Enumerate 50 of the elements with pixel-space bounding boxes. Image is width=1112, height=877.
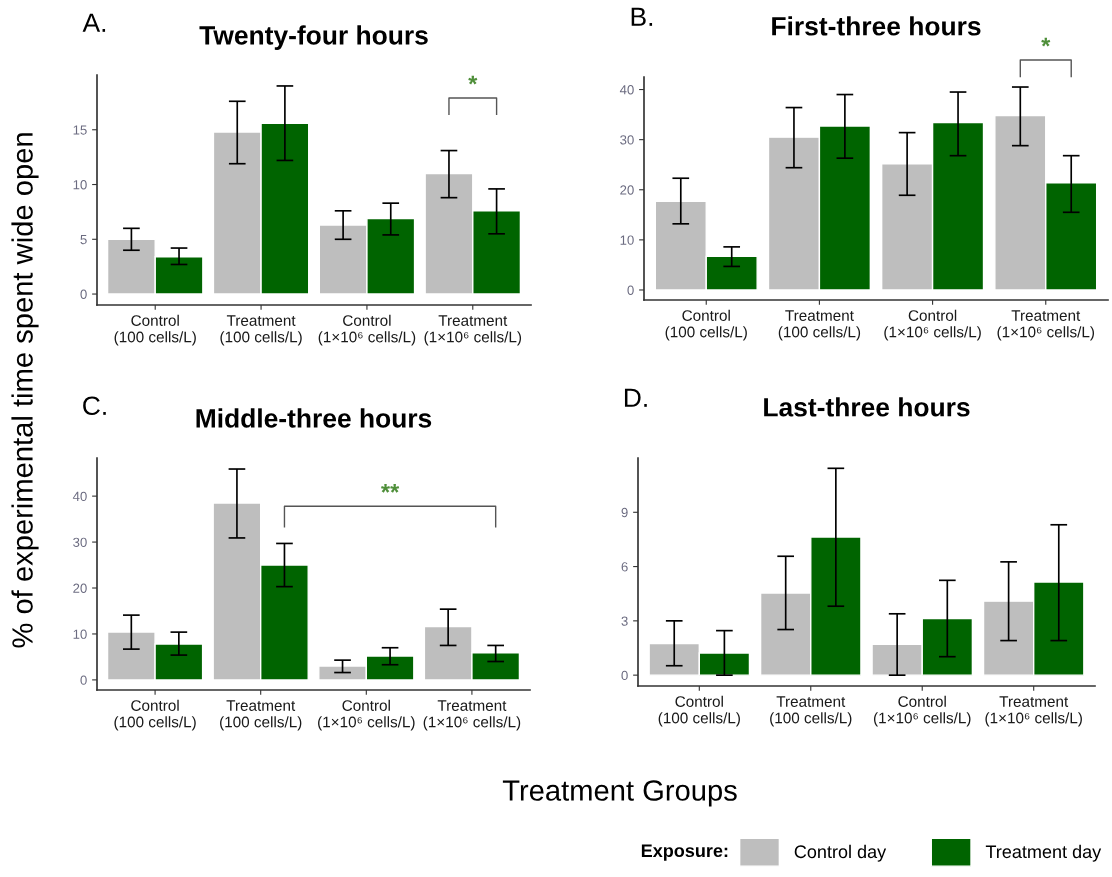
y-tick-label: 15 bbox=[73, 125, 87, 135]
y-tick-label: 0 bbox=[621, 670, 628, 681]
chart-title: Twenty-four hours bbox=[199, 25, 428, 50]
y-tick-label: 40 bbox=[72, 491, 87, 502]
y-tick-label: 0 bbox=[80, 675, 87, 685]
y-tick-label: 6 bbox=[621, 562, 628, 572]
y-tick-label: 9 bbox=[621, 507, 628, 518]
y-tick-label: 0 bbox=[80, 289, 87, 299]
y-tick-label: 30 bbox=[73, 537, 87, 547]
legend-label: Control day bbox=[794, 844, 887, 862]
legend-title: Exposure: bbox=[641, 844, 728, 861]
x-tick-label: Control (100 cells/L) bbox=[114, 699, 196, 731]
x-tick-label: Treatment (1×10⁶ cells/L) bbox=[985, 696, 1082, 727]
text: B. bbox=[631, 7, 653, 26]
y-tick-label: 20 bbox=[620, 185, 634, 195]
x-tick-label: Control (1×10⁶ cells/L) bbox=[873, 695, 971, 727]
x-tick-label: Treatment (100 cells/L) bbox=[220, 700, 302, 731]
y-tick-label: 10 bbox=[73, 180, 87, 190]
y-tick-label: 10 bbox=[620, 235, 634, 245]
x-tick-label: Treatment (100 cells/L) bbox=[778, 310, 861, 341]
x-tick-label: Control (1×10⁶ cells/L) bbox=[318, 314, 416, 346]
text: A. bbox=[82, 13, 106, 32]
x-tick-label: Treatment (1×10⁶ cells/L) bbox=[424, 315, 522, 346]
x-tick-label: Control (100 cells/L) bbox=[665, 309, 747, 341]
x-tick-label: Control (1×10⁶ cells/L) bbox=[884, 309, 981, 341]
y-tick-label: 10 bbox=[73, 629, 87, 639]
text: C. bbox=[83, 396, 106, 416]
chart-title: Last-three hours bbox=[764, 397, 970, 417]
x-tick-label: Treatment (100 cells/L) bbox=[220, 315, 302, 346]
y-tick-label: 5 bbox=[80, 234, 87, 245]
x-tick-label: Treatment (1×10⁶ cells/L) bbox=[997, 310, 1095, 341]
text: D. bbox=[624, 388, 647, 407]
chart-title: First-three hours bbox=[772, 16, 981, 36]
annotation: ** bbox=[380, 483, 400, 493]
y-tick-label: 30 bbox=[620, 135, 634, 145]
y-axis-title: % of experimental time spent wide open bbox=[11, 133, 39, 648]
x-tick-label: Control (100 cells/L) bbox=[114, 314, 196, 346]
annotation: * bbox=[468, 75, 478, 85]
x-tick-label: Treatment (1×10⁶ cells/L) bbox=[423, 700, 521, 731]
x-tick-label: Control (1×10⁶ cells/L) bbox=[318, 699, 415, 731]
x-tick-label: Control (100 cells/L) bbox=[658, 695, 740, 727]
text: * bbox=[1041, 37, 1051, 47]
y-tick-label: 3 bbox=[621, 616, 628, 626]
legend-label: Treatment day bbox=[985, 844, 1102, 862]
y-tick-label: 0 bbox=[627, 285, 634, 295]
x-tick-label: Treatment (100 cells/L) bbox=[770, 696, 852, 727]
y-tick-label: 20 bbox=[73, 583, 87, 593]
y-tick-label: 40 bbox=[619, 85, 634, 95]
chart-title: Middle-three hours bbox=[196, 408, 432, 428]
x-axis-title: Treatment Groups bbox=[502, 780, 737, 807]
